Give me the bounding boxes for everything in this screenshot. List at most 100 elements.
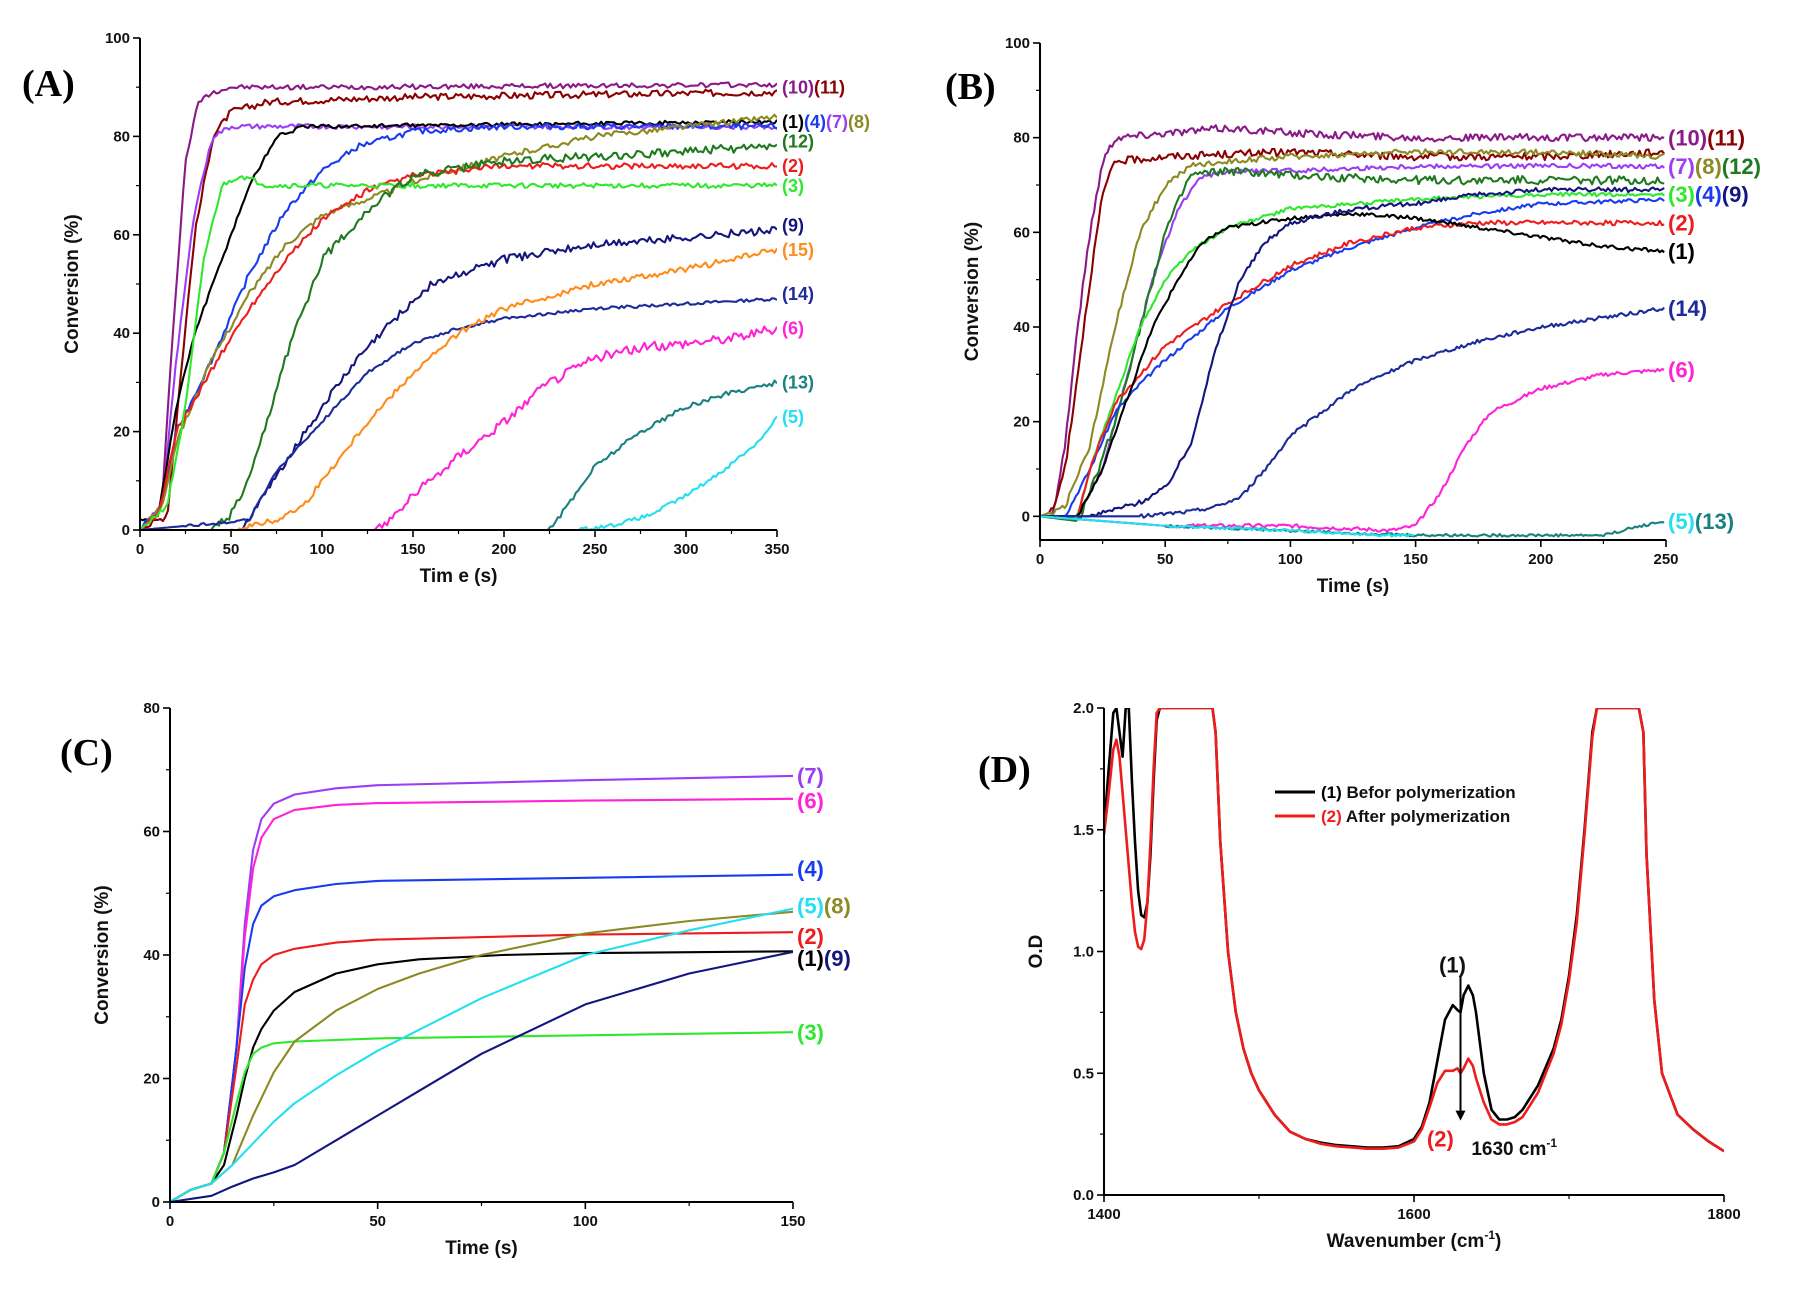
y-tick-label: 0.0: [1073, 1187, 1094, 1204]
panel-a: (A) 0 50 100 150 200 250 300 350 0 20 40 60 80 100 Tim …: [22, 30, 870, 587]
y-tick-label: 40: [143, 947, 160, 964]
series-label-6: (6): [797, 788, 824, 813]
series-label-10: (10): [782, 78, 814, 98]
y-tick-label: 0.5: [1073, 1065, 1094, 1082]
y-tick-label: 100: [105, 30, 130, 47]
y-axis-label: Conversion (%): [962, 222, 983, 361]
series-line-1: [1040, 212, 1665, 518]
series-line-6: [170, 797, 793, 1202]
series-label-9: (9): [1722, 182, 1749, 207]
series-line-3: [1040, 191, 1665, 518]
series-label-group: (4): [797, 856, 824, 881]
series-label-group: (13): [782, 373, 814, 393]
series-line-5: [140, 415, 777, 530]
series-label-5: (5): [782, 407, 804, 427]
series-label-group: (14): [1668, 296, 1707, 321]
y-tick-label: 0: [1022, 508, 1030, 525]
series-label-group: (1): [1668, 239, 1695, 264]
series-label-4: (4): [797, 856, 824, 881]
peak-label-before: (1): [1439, 953, 1466, 978]
series-label-group: (14): [782, 284, 814, 304]
y-tick-label: 60: [1013, 224, 1030, 241]
x-tick-label: 350: [764, 541, 789, 558]
series-label-group: (5)(8): [797, 893, 851, 918]
series-line-5: [170, 907, 793, 1202]
series-label-group: (3)(4)(9): [1668, 182, 1749, 207]
x-tick-label: 250: [1653, 551, 1678, 568]
series-label-group: (9): [782, 215, 804, 235]
series-label-8: (8): [1695, 154, 1722, 179]
series-label-1: (1): [1668, 239, 1695, 264]
series-label-group: (3): [797, 1020, 824, 1045]
series-label-group: (7)(8)(12): [1668, 154, 1761, 179]
series-line-1: [140, 119, 777, 522]
series-group: [170, 774, 793, 1202]
series-line-2: [1040, 219, 1665, 518]
series-line-9: [1040, 186, 1665, 518]
series-label-12: (12): [1722, 154, 1761, 179]
y-axis-label: Conversion (%): [92, 885, 113, 1024]
series-label-13: (13): [1695, 509, 1734, 534]
legend-entry: (2) After polymerization: [1321, 807, 1510, 826]
y-axis-label: O.D: [1026, 935, 1047, 969]
x-tick-label: 1800: [1707, 1206, 1740, 1223]
legend-num: (1): [1321, 783, 1342, 802]
x-tick-label: 250: [582, 541, 607, 558]
y-tick-label: 20: [113, 424, 130, 441]
y-tick-label: 0: [122, 522, 130, 539]
series-label-group: (2): [1668, 211, 1695, 236]
series-line-3: [140, 175, 777, 530]
series-label-group: (6): [797, 788, 824, 813]
x-tick-label: 100: [309, 541, 334, 558]
wavenumber-annotation: 1630 cm-1: [1471, 1136, 1557, 1160]
series-label-14: (14): [782, 284, 814, 304]
series-label-13: (13): [782, 373, 814, 393]
series-line-4: [170, 873, 793, 1202]
series-line-6: [140, 325, 777, 530]
legend-entry: (1) Befor polymerization: [1321, 783, 1516, 802]
series-line-2afterpolymerization: [1104, 708, 1724, 1153]
x-axis-label-tail: ): [1495, 1231, 1501, 1252]
series-label-6: (6): [782, 319, 804, 339]
series-group: [1104, 708, 1724, 1153]
series-label-group: (12): [782, 132, 814, 152]
series-label-9: (9): [824, 946, 851, 971]
panel-letter: (B): [945, 66, 996, 108]
series-line-12: [140, 143, 777, 530]
x-tick-label: 50: [1157, 551, 1174, 568]
x-tick-label: 50: [369, 1213, 386, 1230]
panel-b: (B) 0 50 100 150 200 250 0 20 40 60 80 100 Time (s) Co…: [945, 35, 1761, 597]
y-tick-label: 20: [143, 1071, 160, 1088]
series-line-10: [140, 81, 777, 530]
series-line-1: [170, 950, 793, 1202]
series-label-14: (14): [1668, 296, 1707, 321]
y-tick-label: 80: [1013, 130, 1030, 147]
x-tick-label: 0: [1036, 551, 1044, 568]
y-tick-label: 1.0: [1073, 944, 1094, 961]
series-group: [1040, 124, 1666, 538]
x-tick-label: 300: [673, 541, 698, 558]
panel-letter: (A): [22, 63, 75, 105]
x-axis-label: Tim e (s): [420, 566, 498, 587]
y-tick-label: 60: [143, 824, 160, 841]
series-label-2: (2): [797, 924, 824, 949]
series-label-7: (7): [797, 764, 824, 789]
x-tick-label: 100: [1278, 551, 1303, 568]
series-label-7: (7): [826, 112, 848, 132]
y-tick-label: 60: [113, 227, 130, 244]
series-label-9: (9): [782, 215, 804, 235]
legend-num: (2): [1321, 807, 1342, 826]
x-tick-label: 0: [166, 1213, 174, 1230]
series-label-group: (3): [782, 176, 804, 196]
series-group: [140, 81, 777, 530]
series-label-8: (8): [848, 112, 870, 132]
x-tick-label: 200: [491, 541, 516, 558]
y-tick-label: 40: [1013, 319, 1030, 336]
series-label-group: (5)(13): [1668, 509, 1734, 534]
panel-letter: (C): [60, 732, 113, 774]
series-line-5: [1040, 515, 1415, 538]
y-tick-label: 1.5: [1073, 822, 1094, 839]
series-label-10: (10): [1668, 125, 1707, 150]
series-label-12: (12): [782, 132, 814, 152]
wavenumber-sup: -1: [1546, 1136, 1557, 1150]
